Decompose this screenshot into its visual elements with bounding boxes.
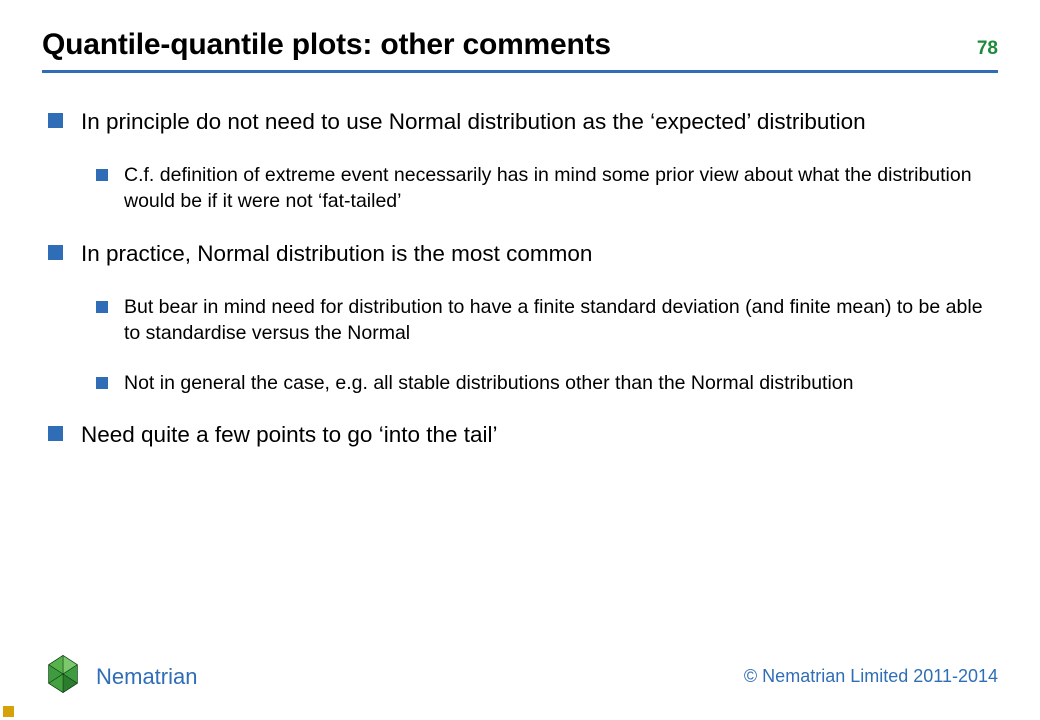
brand-name: Nematrian [96, 664, 197, 690]
square-bullet-icon [96, 301, 108, 313]
bullet-text: But bear in mind need for distribution t… [124, 295, 992, 347]
square-bullet-icon [48, 245, 63, 260]
list-item: In principle do not need to use Normal d… [48, 107, 992, 137]
bullet-text: In principle do not need to use Normal d… [81, 107, 866, 137]
corner-marker-icon [3, 706, 14, 717]
page-title: Quantile-quantile plots: other comments [42, 28, 611, 62]
logo-icon [42, 653, 84, 700]
brand-block: Nematrian [42, 653, 197, 700]
square-bullet-icon [96, 377, 108, 389]
square-bullet-icon [48, 113, 63, 128]
bullet-text: Not in general the case, e.g. all stable… [124, 371, 854, 397]
bullet-text: Need quite a few points to go ‘into the … [81, 420, 498, 450]
footer: Nematrian © Nematrian Limited 2011-2014 [42, 653, 998, 700]
bullet-text: In practice, Normal distribution is the … [81, 239, 592, 269]
list-item: Need quite a few points to go ‘into the … [48, 420, 992, 450]
list-item: In practice, Normal distribution is the … [48, 239, 992, 269]
header-row: Quantile-quantile plots: other comments … [42, 28, 998, 62]
square-bullet-icon [48, 426, 63, 441]
square-bullet-icon [96, 169, 108, 181]
page-number: 78 [977, 38, 998, 60]
list-item: C.f. definition of extreme event necessa… [96, 163, 992, 215]
list-item: But bear in mind need for distribution t… [96, 295, 992, 347]
bullet-text: C.f. definition of extreme event necessa… [124, 163, 992, 215]
list-item: Not in general the case, e.g. all stable… [96, 371, 992, 397]
content-area: In principle do not need to use Normal d… [42, 73, 998, 450]
copyright-text: © Nematrian Limited 2011-2014 [744, 666, 998, 687]
slide: Quantile-quantile plots: other comments … [0, 0, 1040, 720]
